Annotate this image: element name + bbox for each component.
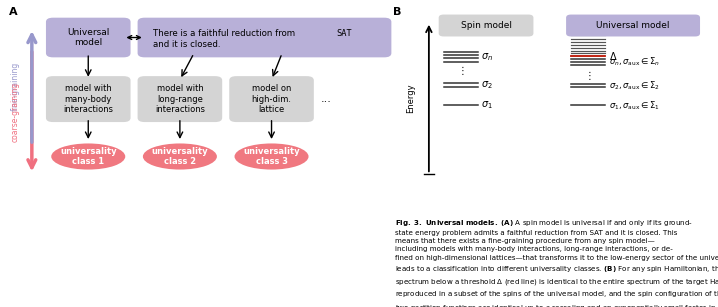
FancyBboxPatch shape xyxy=(138,76,222,122)
Text: $\vdots$: $\vdots$ xyxy=(584,68,592,82)
Text: Universal model: Universal model xyxy=(597,21,670,30)
Text: ...: ... xyxy=(321,94,332,104)
Text: B: B xyxy=(393,7,401,17)
Text: Universal
model: Universal model xyxy=(67,28,109,47)
FancyBboxPatch shape xyxy=(138,18,391,57)
Text: $\vdots$: $\vdots$ xyxy=(457,64,465,77)
Text: Energy: Energy xyxy=(406,83,416,113)
FancyBboxPatch shape xyxy=(439,14,533,37)
Text: There is a faithful reduction from: There is a faithful reduction from xyxy=(154,29,299,38)
FancyBboxPatch shape xyxy=(46,76,131,122)
Text: fine-graining: fine-graining xyxy=(11,62,19,111)
Text: Spin model: Spin model xyxy=(460,21,511,30)
Text: universality
class 2: universality class 2 xyxy=(151,147,208,166)
Text: $\sigma_2, \sigma_\mathrm{aux} \in \Sigma_2$: $\sigma_2, \sigma_\mathrm{aux} \in \Sigm… xyxy=(609,80,660,92)
Text: universality
class 1: universality class 1 xyxy=(60,147,116,166)
Ellipse shape xyxy=(51,143,125,169)
Text: $\Delta$: $\Delta$ xyxy=(609,50,617,62)
Text: $\sigma_n, \sigma_\mathrm{aux} \in \Sigma_n$: $\sigma_n, \sigma_\mathrm{aux} \in \Sigm… xyxy=(609,56,660,68)
Text: $\sigma_n$: $\sigma_n$ xyxy=(481,51,493,63)
Text: model with
long-range
interactions: model with long-range interactions xyxy=(155,84,205,114)
FancyArrowPatch shape xyxy=(28,35,36,142)
Text: $\bf{Fig.\ 3.\ Universal\ models.}$ $\bf{(A)}$ A spin model is universal if and : $\bf{Fig.\ 3.\ Universal\ models.}$ $\bf… xyxy=(395,218,718,307)
FancyArrowPatch shape xyxy=(128,36,140,40)
FancyBboxPatch shape xyxy=(46,18,131,57)
FancyArrowPatch shape xyxy=(28,52,36,168)
Text: SAT: SAT xyxy=(337,29,353,38)
Text: $\sigma_1, \sigma_\mathrm{aux} \in \Sigma_1$: $\sigma_1, \sigma_\mathrm{aux} \in \Sigm… xyxy=(609,99,660,112)
Text: A: A xyxy=(9,7,17,17)
Text: $\sigma_2$: $\sigma_2$ xyxy=(481,79,493,91)
Text: coarse-graining: coarse-graining xyxy=(11,82,19,142)
Text: and it is closed.: and it is closed. xyxy=(154,40,221,49)
FancyBboxPatch shape xyxy=(566,14,700,37)
FancyBboxPatch shape xyxy=(229,76,314,122)
Text: $\sigma_1$: $\sigma_1$ xyxy=(481,99,493,111)
Ellipse shape xyxy=(235,143,309,169)
Text: universality
class 3: universality class 3 xyxy=(243,147,300,166)
Text: model with
many-body
interactions: model with many-body interactions xyxy=(63,84,113,114)
Text: model on
high-dim.
lattice: model on high-dim. lattice xyxy=(251,84,292,114)
Ellipse shape xyxy=(143,143,217,169)
